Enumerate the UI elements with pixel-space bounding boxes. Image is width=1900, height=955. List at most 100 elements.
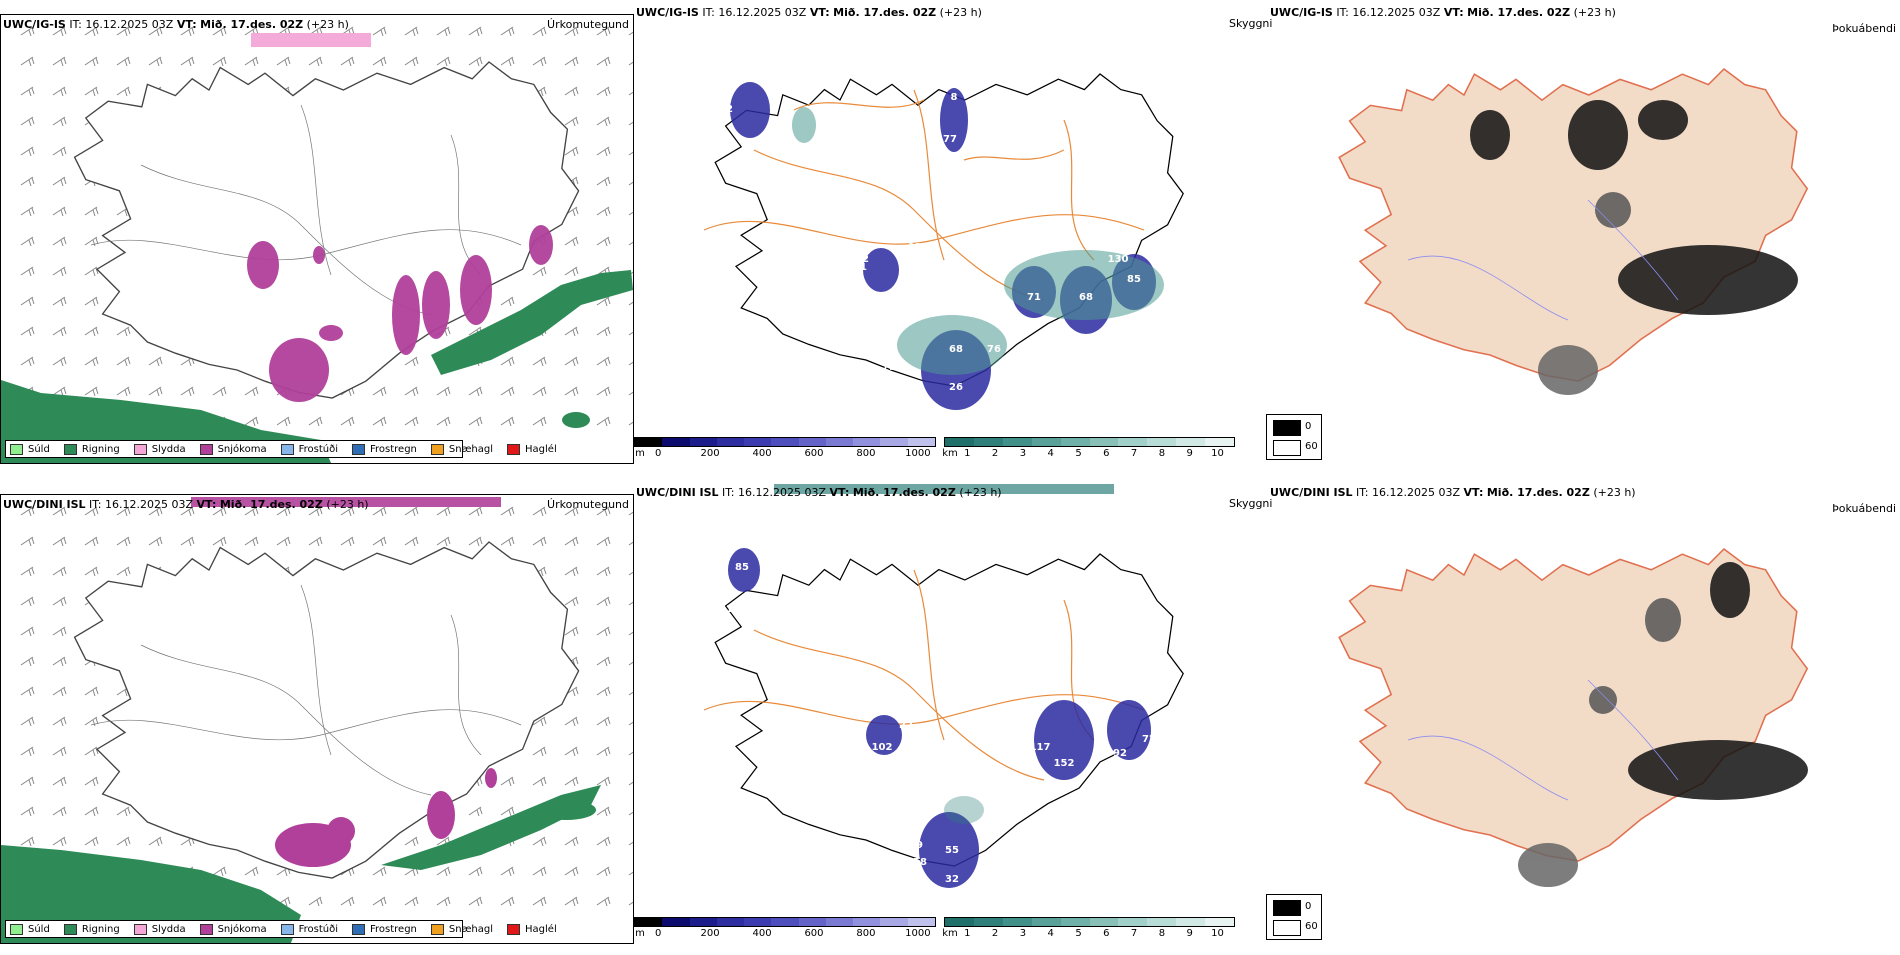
- panel-title: Skyggni: [1229, 497, 1273, 510]
- wind-barb: [532, 386, 547, 397]
- wind-barb: [84, 56, 99, 67]
- colorbar-tick: 1000: [905, 928, 931, 939]
- legend-swatch: [507, 923, 521, 935]
- wind-barb: [596, 296, 611, 307]
- ceiling-label: 79: [882, 362, 896, 373]
- legend-swatch: [199, 443, 213, 455]
- wind-barb: [52, 536, 67, 547]
- wind-barb: [52, 356, 67, 367]
- wind-barb: [628, 841, 633, 846]
- wind-barb: [404, 56, 419, 67]
- wind-barb: [628, 91, 633, 96]
- wind-barb: [148, 836, 163, 847]
- wind-barb: [20, 716, 35, 727]
- legend-item: Súld: [10, 443, 50, 455]
- wind-barb: [20, 656, 35, 667]
- wind-barb: [52, 86, 67, 97]
- snow-areas: [247, 33, 553, 402]
- wind-barb: [628, 421, 633, 426]
- wind-barb: [596, 356, 611, 367]
- wind-barb: [52, 266, 67, 277]
- wind-barb: [244, 386, 259, 397]
- wind-barb: [372, 506, 387, 517]
- wind-barb: [532, 836, 547, 847]
- rain-areas: [1, 785, 601, 943]
- wind-barb: [532, 506, 547, 517]
- colorbar-unit: km: [942, 448, 958, 459]
- wind-barb: [212, 536, 227, 547]
- wind-barb: [628, 331, 633, 336]
- wind-barb: [52, 806, 67, 817]
- wind-barb: [628, 121, 633, 126]
- ceiling-label: 58: [913, 857, 927, 868]
- wind-barb: [116, 26, 131, 37]
- wind-barb: [628, 871, 633, 876]
- wind-barb: [52, 176, 67, 187]
- vis-areas: [792, 107, 1164, 375]
- legend-swatch: [199, 923, 213, 935]
- wind-barb: [596, 656, 611, 667]
- wind-barb: [116, 386, 131, 397]
- vis-areas: [774, 484, 1114, 824]
- wind-barb: [564, 716, 579, 727]
- wind-barb: [84, 26, 99, 37]
- wind-barb: [436, 56, 451, 67]
- wind-barb: [52, 716, 67, 727]
- ceiling-label: 12: [855, 254, 869, 265]
- legend-swatch: [133, 443, 147, 455]
- forecast-row-igis: UWC/IG-IS IT: 16.12.2025 03Z VT: Mið. 17…: [0, 0, 1900, 475]
- ceiling-label: 107: [1057, 780, 1078, 791]
- wind-barb: [20, 326, 35, 337]
- wind-barb: [468, 26, 483, 37]
- wind-barb: [52, 296, 67, 307]
- wind-barb: [20, 836, 35, 847]
- wind-barb: [244, 506, 259, 517]
- wind-barb: [500, 416, 515, 427]
- legend-item: Snæhagl: [430, 923, 493, 935]
- wind-barb: [628, 811, 633, 816]
- wind-barb: [148, 386, 163, 397]
- precip-type-panel: UWC/IG-IS IT: 16.12.2025 03Z VT: Mið. 17…: [0, 14, 634, 464]
- colorbar-tick: 600: [804, 448, 824, 459]
- ceiling-label: 14: [907, 872, 921, 883]
- wind-barb: [564, 146, 579, 157]
- panel-title: Þokuábendi: [1832, 22, 1896, 35]
- legend-swatch: [430, 443, 444, 455]
- road-network: [90, 584, 522, 796]
- colorbar-tick: 8: [1158, 448, 1166, 459]
- legend-item: Snjókoma: [199, 443, 267, 455]
- legend-swatch: [10, 923, 23, 935]
- wind-barb: [52, 566, 67, 577]
- ceiling-label: 68: [1079, 292, 1093, 303]
- colorbar-unit: m: [635, 928, 645, 939]
- wind-barb: [532, 716, 547, 727]
- colorbar-tick: 5: [1075, 448, 1082, 459]
- colorbar-tick: 7: [1130, 928, 1138, 939]
- ceiling-label: 117: [1030, 742, 1051, 753]
- ceiling-label: 55: [945, 845, 959, 856]
- wind-barb: [596, 536, 611, 547]
- colorbar-tick: 200: [700, 448, 720, 459]
- wind-barb: [52, 626, 67, 637]
- wind-barb: [532, 896, 547, 907]
- wind-barb: [532, 416, 547, 427]
- panel-header: UWC/IG-IS IT: 16.12.2025 03Z VT: Mið. 17…: [636, 6, 982, 19]
- wind-barb: [20, 26, 35, 37]
- wind-barb: [84, 206, 99, 217]
- wind-barb: [468, 536, 483, 547]
- wind-barb: [180, 506, 195, 517]
- wind-barb: [564, 356, 579, 367]
- ceiling-label: 68: [949, 344, 963, 355]
- wind-barb: [596, 206, 611, 217]
- wind-barb: [596, 746, 611, 757]
- legend-item: Slydda: [133, 443, 186, 455]
- colorbar-tick: 400: [752, 928, 772, 939]
- ceiling-colorbar: m 0 200 400 600 800 1000: [634, 917, 936, 939]
- colorbar-tick: 1000: [905, 448, 931, 459]
- legend-swatch: [507, 443, 521, 455]
- legend-item: Frostregn: [352, 443, 417, 455]
- legend-swatch: [63, 923, 77, 935]
- wind-barb: [500, 386, 515, 397]
- wind-barb: [628, 901, 633, 906]
